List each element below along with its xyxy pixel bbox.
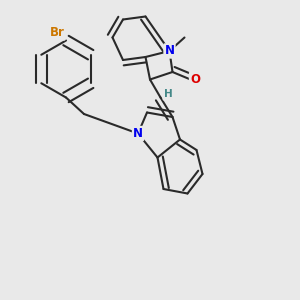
Text: N: N — [133, 127, 143, 140]
Text: O: O — [190, 73, 200, 86]
Text: N: N — [164, 44, 175, 58]
Text: Br: Br — [50, 26, 64, 40]
Text: H: H — [164, 89, 172, 100]
